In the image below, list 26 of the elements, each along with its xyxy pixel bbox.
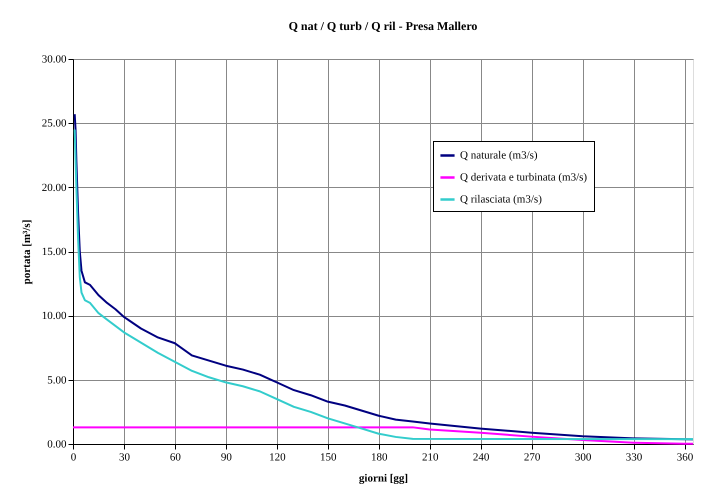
y-tick-label: 5.00	[47, 374, 67, 386]
y-tick-label: 25.00	[42, 118, 67, 130]
x-tick-label: 240	[472, 452, 490, 464]
x-tick-label: 90	[220, 452, 232, 464]
x-tick-label: 360	[676, 452, 694, 464]
x-tick-label: 0	[70, 452, 77, 464]
legend-label: Q naturale (m3/s)	[460, 150, 538, 162]
x-tick-label: 270	[524, 452, 541, 464]
y-axis-title: portata [m³/s]	[20, 220, 33, 284]
x-axis-title: giorni [gg]	[358, 472, 408, 484]
x-tick-label: 300	[574, 452, 592, 464]
x-tick-label: 60	[170, 452, 182, 464]
x-tick-label: 30	[118, 452, 130, 464]
legend-label: Q rilasciata (m3/s)	[460, 194, 542, 206]
y-tick-label: 15.00	[42, 246, 67, 258]
x-tick-label: 150	[320, 452, 338, 464]
x-tick-label: 330	[626, 452, 643, 464]
x-tick-label: 120	[269, 452, 286, 464]
y-tick-label: 0.00	[47, 438, 67, 450]
x-tick-label: 210	[422, 452, 439, 464]
y-tick-label: 20.00	[42, 182, 67, 194]
legend-label: Q derivata e turbinata (m3/s)	[460, 172, 588, 184]
chart-title: Q nat / Q turb / Q ril - Presa Mallero	[288, 19, 478, 33]
y-tick-label: 10.00	[42, 310, 67, 322]
x-tick-label: 180	[371, 452, 388, 464]
y-tick-label: 30.00	[42, 54, 67, 66]
